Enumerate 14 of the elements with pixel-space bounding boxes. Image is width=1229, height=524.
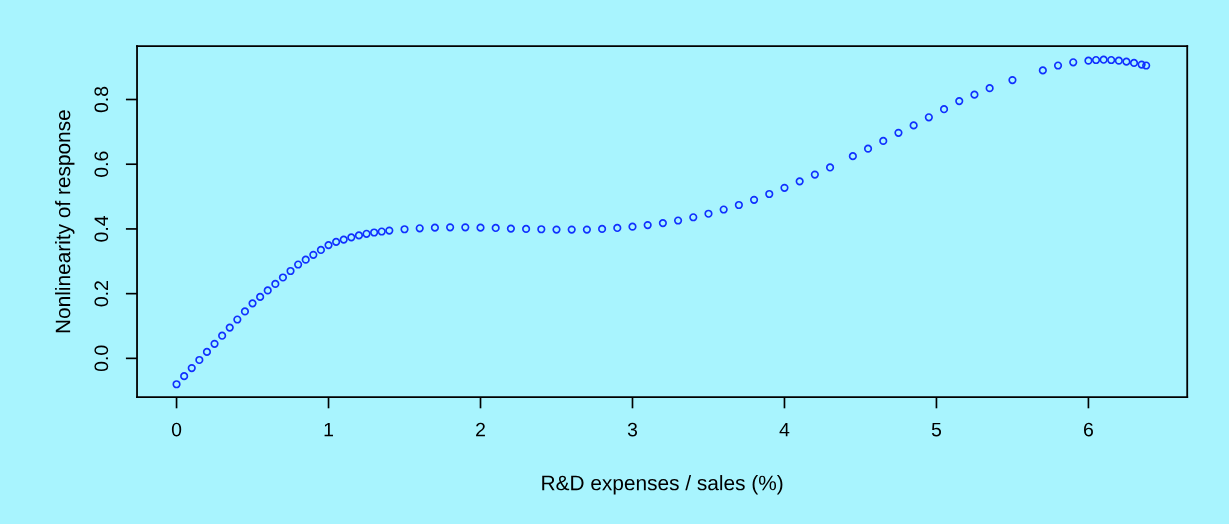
x-tick-label: 5 [931,422,942,437]
x-tick-label: 1 [324,422,333,437]
x-axis-title: R&D expenses / sales (%) [542,475,783,495]
y-tick-label: 0.8 [94,86,109,113]
y-tick-label: 0.4 [94,215,109,242]
y-tick-label: 0.6 [94,151,109,177]
y-axis-title: Nonlinearity of response [55,110,75,333]
y-tick-label: 0.2 [94,281,109,307]
y-tick-label: 0.0 [94,345,109,372]
x-tick-label: 3 [627,422,638,437]
x-tick-label: 0 [171,422,182,437]
x-tick-label: 4 [779,422,790,437]
x-tick-label: 2 [476,422,485,437]
x-tick-label: 6 [1084,422,1093,437]
